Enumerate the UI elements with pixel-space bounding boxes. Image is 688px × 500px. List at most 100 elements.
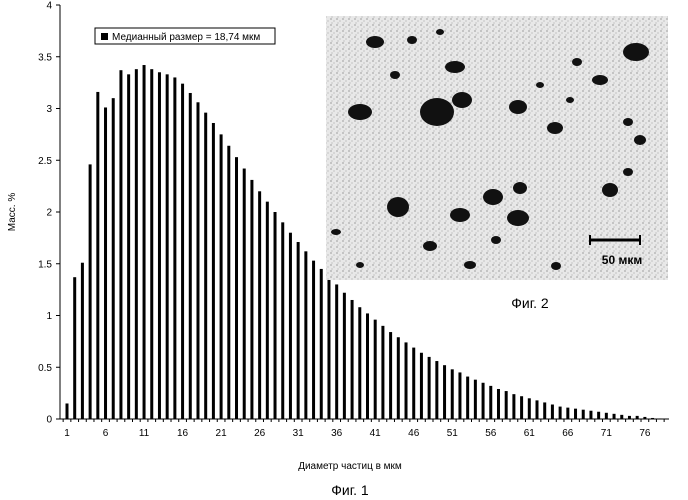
x-tick-label: 56 — [485, 428, 497, 439]
bar — [258, 191, 261, 419]
y-axis-title: Масс. % — [7, 193, 18, 232]
x-tick-label: 51 — [447, 428, 459, 439]
particle-blob — [547, 122, 563, 134]
bar — [66, 403, 69, 419]
bar — [559, 407, 562, 419]
bar — [358, 307, 361, 419]
bar — [73, 277, 76, 419]
bar — [605, 413, 608, 419]
bar — [428, 357, 431, 419]
bar — [181, 84, 184, 419]
bar — [312, 261, 315, 419]
y-tick-label: 1.5 — [38, 259, 52, 270]
particle-blob — [491, 236, 501, 244]
bar — [266, 202, 269, 419]
bar — [343, 293, 346, 419]
bar — [297, 242, 300, 419]
bar — [196, 102, 199, 419]
particle-blob — [623, 43, 649, 61]
bar — [166, 74, 169, 419]
particle-blob — [464, 261, 476, 269]
particle-blob — [348, 104, 372, 120]
particle-blob — [450, 208, 470, 222]
bar — [620, 415, 623, 419]
y-ticks-group: 00.511.522.533.54 — [38, 1, 60, 426]
bar — [381, 326, 384, 419]
particle-blob — [507, 210, 529, 226]
micrograph-inset: 50 мкм — [326, 16, 668, 280]
bar — [582, 410, 585, 419]
x-tick-label: 61 — [524, 428, 536, 439]
bar — [528, 398, 531, 419]
x-tick-label: 41 — [370, 428, 382, 439]
bar — [327, 277, 330, 419]
particle-blob — [331, 229, 341, 235]
y-tick-label: 1 — [46, 311, 52, 322]
bar — [150, 69, 153, 419]
y-tick-label: 4 — [46, 1, 52, 12]
bar — [543, 402, 546, 419]
bar — [389, 332, 392, 419]
inset-caption: Фиг. 2 — [511, 295, 549, 311]
bar — [289, 233, 292, 419]
bar — [520, 396, 523, 419]
bar — [227, 146, 230, 419]
particle-blob — [602, 183, 618, 197]
particle-blob — [572, 58, 582, 66]
bar — [220, 134, 223, 419]
x-tick-label: 76 — [639, 428, 651, 439]
x-ticks-group: 161116212631364146515661667176 — [63, 419, 664, 439]
particle-blob — [592, 75, 608, 85]
y-tick-label: 0.5 — [38, 363, 52, 374]
legend-label: Медианный размер = 18,74 мкм — [112, 32, 260, 43]
scale-bar-label: 50 мкм — [602, 253, 643, 267]
bar — [119, 70, 122, 419]
particle-blob — [623, 168, 633, 176]
particle-blob — [387, 197, 409, 217]
bar — [412, 348, 415, 419]
legend-swatch — [101, 33, 108, 40]
bar — [489, 386, 492, 419]
particle-blob — [483, 189, 503, 205]
bar — [250, 180, 253, 419]
bar — [482, 383, 485, 419]
bar — [81, 263, 84, 419]
bar — [189, 93, 192, 419]
particle-blob — [536, 82, 544, 88]
bar — [597, 412, 600, 419]
bar — [466, 377, 469, 419]
bar — [143, 65, 146, 419]
bar — [127, 74, 130, 419]
bar — [335, 284, 338, 419]
particle-blob — [356, 262, 364, 268]
legend: Медианный размер = 18,74 мкм — [95, 28, 275, 44]
bar — [397, 337, 400, 419]
bar — [173, 77, 176, 419]
bar — [89, 164, 92, 419]
bar — [505, 391, 508, 419]
x-tick-label: 11 — [139, 428, 150, 439]
bar — [212, 123, 215, 419]
bar — [366, 313, 369, 419]
particle-blob — [513, 182, 527, 194]
bar — [320, 269, 323, 419]
bar — [566, 408, 569, 419]
particle-blob — [509, 100, 527, 114]
bar — [574, 409, 577, 419]
x-tick-label: 46 — [408, 428, 420, 439]
bar — [474, 380, 477, 419]
y-tick-label: 0 — [46, 415, 52, 426]
bar — [589, 411, 592, 419]
bar — [243, 169, 246, 419]
bar — [536, 400, 539, 419]
particle-blob — [566, 97, 574, 103]
bar — [204, 113, 207, 419]
y-tick-label: 2 — [46, 208, 52, 219]
particle-blob — [420, 98, 454, 126]
bar — [104, 107, 107, 419]
bar — [435, 361, 438, 419]
x-tick-label: 71 — [601, 428, 613, 439]
bar — [420, 353, 423, 419]
x-tick-label: 6 — [103, 428, 109, 439]
